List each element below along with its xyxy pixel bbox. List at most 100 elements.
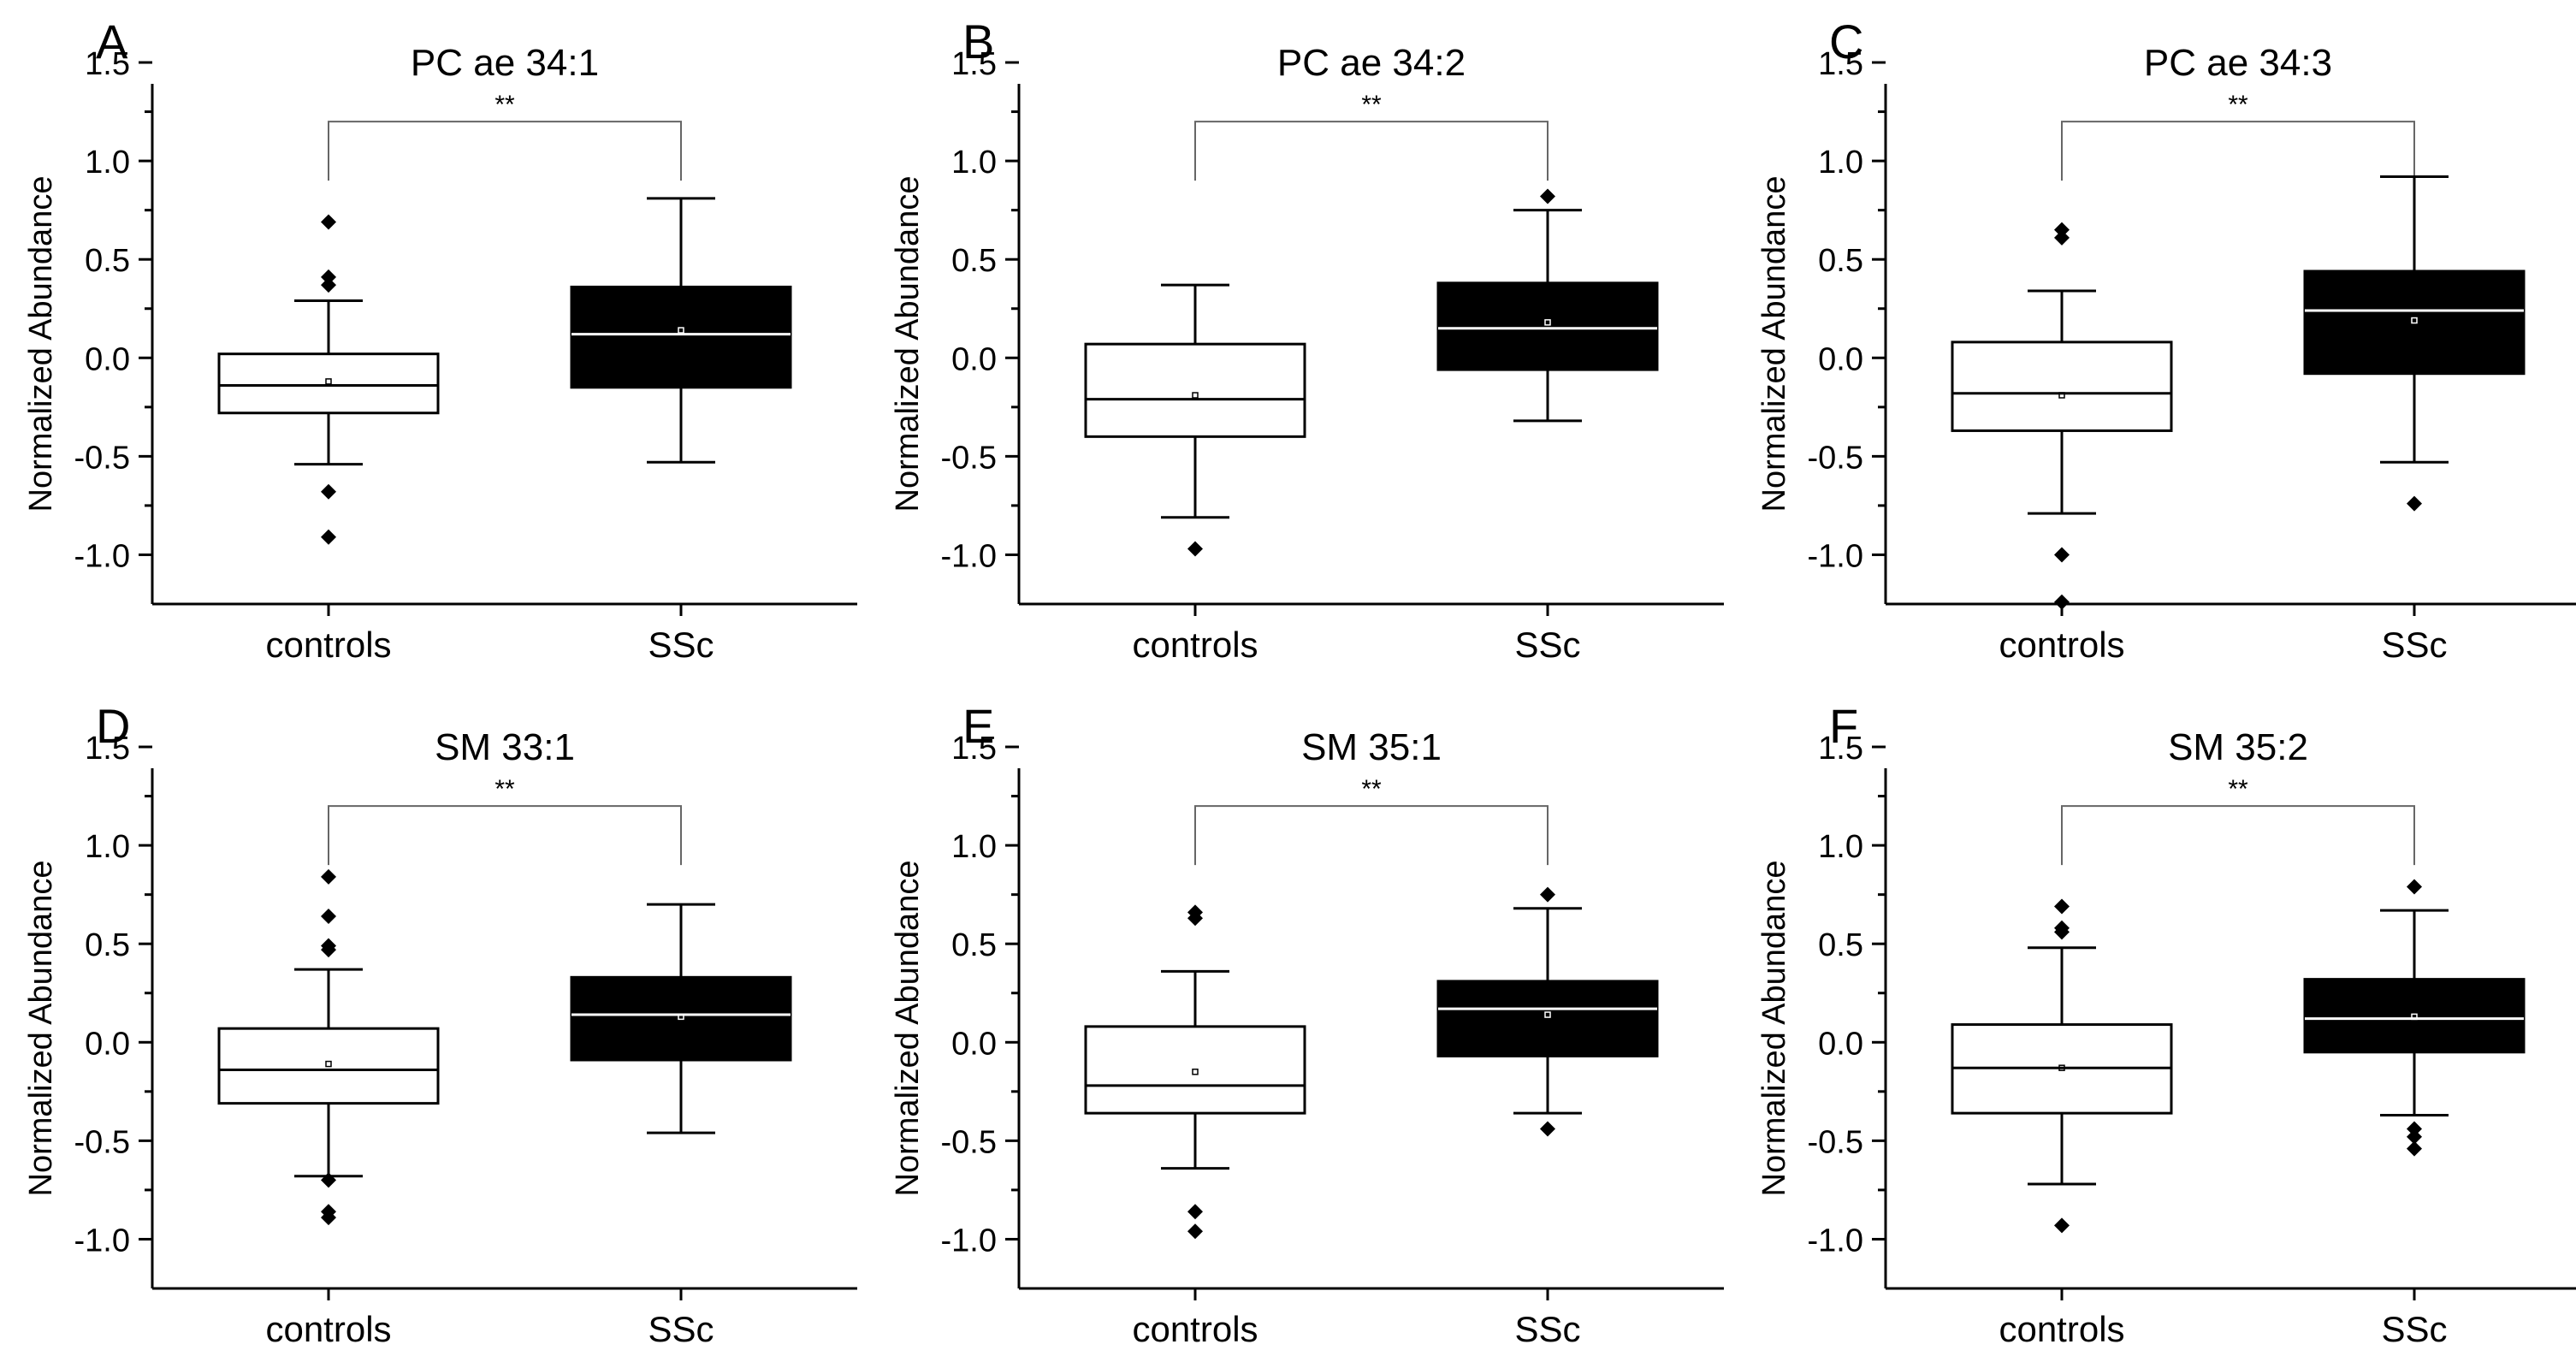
box-iqr [1436,281,1659,371]
y-tick-label: -0.5 [1808,1124,1863,1160]
box-iqr [2303,978,2526,1054]
y-tick-label: -1.0 [74,538,130,574]
outlier-point [2054,547,2070,563]
mean-marker [2411,317,2418,324]
box-controls [217,214,440,545]
x-tick-label: controls [1132,1309,1258,1349]
box-controls [1084,283,1306,557]
box-controls [1951,222,2173,610]
significance-label: ** [1361,91,1382,119]
outlier-point [321,868,336,885]
y-tick-label: -0.5 [941,1124,997,1160]
mean-marker [1544,1011,1551,1018]
y-axis-label: Normalized Abundance [1756,861,1792,1197]
y-tick-label: -0.5 [941,440,997,476]
significance-label: ** [494,775,515,803]
mean-marker [1192,1069,1199,1075]
outlier-point [321,277,336,293]
outlier-point [2407,1121,2422,1137]
panel-f: F SM 35:2 -1.0 -0.5 0.0 0.5 1.0 1.5 controls SSc N… [1756,699,2576,1349]
y-tick-label: 1.0 [85,145,130,181]
panel-title: PC ae 34:2 [1277,42,1466,84]
x-tick-label: SSc [648,625,714,665]
significance-label: ** [2228,91,2248,119]
box-controls [1951,898,2173,1234]
mean-marker [678,327,684,334]
x-tick-label: controls [265,625,391,665]
panel-title: SM 33:1 [435,726,575,768]
y-tick-label: 1.0 [951,829,997,865]
box-ssc [1436,188,1659,423]
mean-marker [678,1013,684,1021]
y-tick-label: 0.5 [85,927,130,963]
x-tick-label: controls [1999,1309,2124,1349]
panel-letter: E [962,699,994,753]
outlier-point [1540,1121,1555,1137]
outlier-point [2407,1128,2422,1145]
y-tick-label: -0.5 [1808,440,1863,476]
outlier-point [2054,594,2070,610]
y-axis-label: Normalized Abundance [23,861,59,1197]
box-iqr [1951,341,2173,432]
outlier-point [321,908,336,924]
y-tick-label: 1.0 [85,829,130,865]
y-tick-label: -1.0 [941,1223,997,1258]
panel-title: SM 35:1 [1301,726,1442,768]
outlier-point [321,214,336,230]
outlier-point [1187,1204,1203,1220]
y-tick-label: 0.5 [951,243,997,279]
y-tick-label: 0.5 [1818,243,1863,279]
significance-bracket [328,805,682,866]
box-ssc [2303,879,2526,1157]
significance-bracket [1194,121,1549,181]
y-tick-label: 1.0 [1818,145,1863,181]
y-tick-label: 0.0 [951,341,997,377]
outlier-point [321,529,336,545]
panel-letter: D [96,699,130,753]
outlier-point [321,942,336,958]
outlier-point [1540,886,1555,903]
y-tick-label: 1.0 [1818,829,1863,865]
outlier-point [321,1172,336,1188]
y-tick-label: 1.5 [1818,731,1863,767]
panel-e: E SM 35:1 -1.0 -0.5 0.0 0.5 1.0 1.5 controls SSc N… [890,699,1724,1349]
box-ssc [570,903,792,1134]
box-iqr [1084,342,1306,438]
y-tick-label: 1.5 [951,46,997,82]
outlier-point [2054,1217,2070,1234]
outlier-point [2407,879,2422,895]
y-tick-label: 0.5 [85,243,130,279]
y-tick-label: 0.5 [951,927,997,963]
box-iqr [1436,980,1659,1057]
y-tick-label: -0.5 [74,440,130,476]
y-tick-label: 1.5 [951,731,997,767]
box-ssc [2303,175,2526,512]
x-tick-label: SSc [648,1309,714,1349]
y-axis-label: Normalized Abundance [23,176,59,512]
panel-letter: F [1829,699,1858,753]
outlier-point [321,483,336,500]
outlier-point [1187,910,1203,927]
outlier-point [2407,495,2422,512]
y-tick-label: -1.0 [941,538,997,574]
y-tick-label: 0.0 [1818,341,1863,377]
y-tick-label: 1.5 [85,731,130,767]
x-tick-label: controls [1999,625,2124,665]
mean-marker [2058,392,2065,399]
panel-title: SM 35:2 [2168,726,2308,768]
significance-bracket [2061,805,2415,866]
panel-b: B PC ae 34:2 -1.0 -0.5 0.0 0.5 1.0 1.5 controls S… [890,15,1724,665]
x-tick-label: controls [265,1309,391,1349]
significance-bracket [1194,805,1549,866]
y-tick-label: 0.0 [85,341,130,377]
panel-a: A PC ae 34:1 -1.0 -0.5 0.0 0.5 1.0 1.5 controls S… [23,15,857,665]
outlier-point [1540,188,1555,204]
outlier-point [1187,541,1203,557]
panel-title: PC ae 34:1 [411,42,599,84]
y-tick-label: 0.5 [1818,927,1863,963]
x-tick-label: SSc [2381,625,2447,665]
box-controls [1084,904,1306,1240]
y-tick-label: 1.0 [951,145,997,181]
y-tick-label: -1.0 [74,1223,130,1258]
